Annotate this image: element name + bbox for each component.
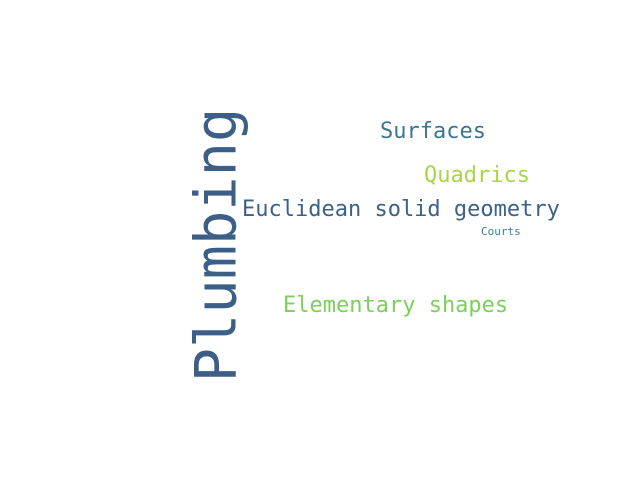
word-euclidean-solid-geometry: Euclidean solid geometry [242,197,560,222]
word-elementary-shapes: Elementary shapes [283,293,509,318]
word-quadrics: Quadrics [424,163,530,188]
word-plumbing: Plumbing [183,107,250,383]
word-courts: Courts [481,225,521,238]
word-surfaces: Surfaces [380,119,486,144]
